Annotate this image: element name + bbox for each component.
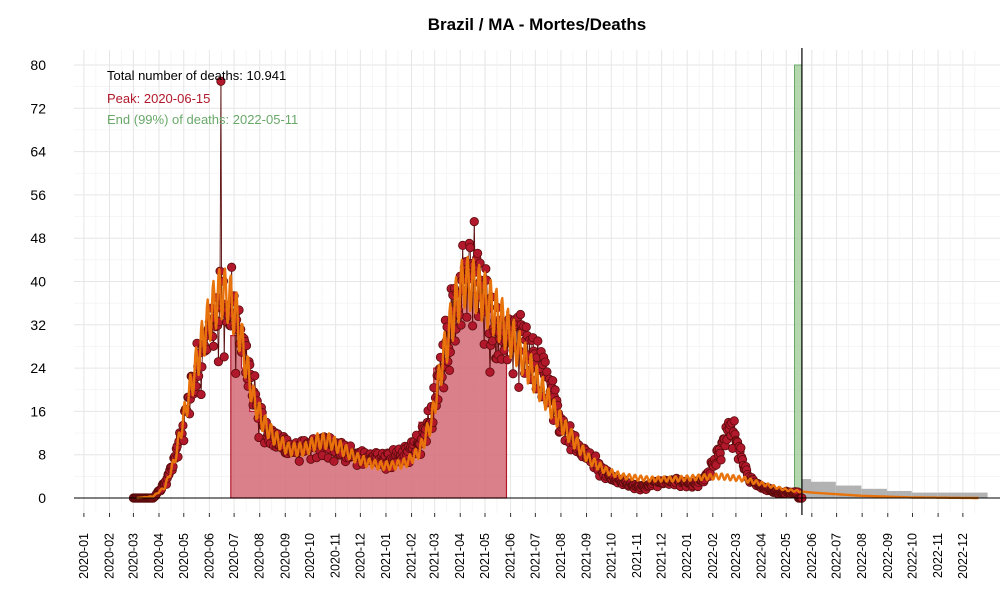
x-tick-label: 2021-03 — [428, 533, 442, 579]
y-tick-label: 56 — [30, 187, 46, 203]
observed-point — [736, 443, 746, 453]
x-tick-label: 2020-02 — [102, 533, 116, 579]
x-tick-label: 2022-02 — [706, 533, 720, 579]
observed-point — [550, 385, 560, 395]
x-tick-label: 2021-06 — [504, 533, 518, 579]
x-tick-label: 2021-01 — [379, 533, 393, 579]
observed-point — [219, 352, 229, 362]
observed-point — [514, 382, 524, 392]
x-tick-label: 2020-11 — [329, 533, 343, 578]
x-tick-label: 2020-04 — [152, 533, 166, 579]
observed-point — [250, 371, 260, 381]
x-tick-label: 2021-12 — [655, 533, 669, 579]
y-tick-label: 40 — [30, 274, 46, 290]
observed-point — [208, 341, 219, 351]
y-tick-label: 8 — [38, 447, 46, 463]
y-tick-label: 80 — [30, 57, 46, 73]
y-tick-label: 32 — [30, 317, 46, 333]
y-tick-label: 64 — [30, 144, 46, 160]
forecast-bar — [801, 479, 812, 498]
total-deaths-annotation: Total number of deaths: 10.941 — [107, 68, 286, 83]
observed-line-segment — [518, 350, 521, 388]
end-band-rect — [793, 64, 803, 499]
x-tick-label: 2021-07 — [528, 533, 542, 579]
observed-point — [444, 365, 455, 375]
observed-point — [548, 376, 558, 386]
end-annotation: End (99%) of deaths: 2022-05-11 — [107, 112, 298, 127]
x-tick-label: 2022-07 — [830, 533, 844, 579]
observed-point — [485, 367, 495, 377]
x-tick-label: 2021-05 — [478, 533, 492, 579]
observed-point — [729, 416, 739, 426]
peak-annotation: Peak: 2020-06-15 — [107, 91, 210, 106]
y-tick-label: 72 — [30, 100, 46, 116]
x-tick-label: 2022-10 — [906, 533, 920, 579]
observed-point — [465, 242, 475, 253]
observed-point — [533, 336, 543, 346]
observed-point — [231, 368, 241, 378]
forecast-bar — [937, 492, 988, 498]
y-tick-label: 16 — [30, 403, 46, 419]
observed-point — [521, 322, 531, 332]
x-tick-label: 2021-08 — [554, 533, 568, 579]
x-axis-ticks: 2020-01 2020-02 2020-03 2020-04 2020-05 2020-… — [77, 513, 970, 579]
x-tick-label: 2022-11 — [931, 533, 945, 578]
observed-point — [716, 455, 726, 465]
forecast-bar — [886, 490, 912, 498]
smoothed-trend — [136, 255, 979, 500]
x-tick-label: 2022-12 — [956, 533, 970, 579]
forecast-bar — [861, 488, 887, 498]
forecast-bar — [911, 492, 938, 498]
x-tick-label: 2020-01 — [77, 533, 91, 579]
x-tick-label: 2022-06 — [805, 533, 819, 579]
observed-line-segment — [466, 279, 469, 318]
chart-title: Brazil / MA - Mortes/Deaths — [428, 15, 647, 34]
y-tick-label: 24 — [30, 360, 46, 376]
x-tick-label: 2021-09 — [580, 533, 594, 579]
x-tick-label: 2022-03 — [729, 533, 743, 579]
y-tick-label: 0 — [38, 490, 46, 506]
observed-point — [462, 312, 472, 322]
x-tick-label: 2020-08 — [253, 533, 267, 579]
observed-point — [468, 321, 478, 331]
observed-point — [216, 76, 226, 86]
x-tick-label: 2022-09 — [881, 533, 895, 579]
x-tick-label: 2020-05 — [177, 533, 191, 579]
smoothed-trend-line — [136, 255, 979, 500]
x-tick-label: 2020-06 — [202, 533, 216, 579]
end-band — [793, 64, 803, 499]
axes — [74, 48, 1000, 515]
x-tick-label: 2021-10 — [604, 533, 618, 579]
observed-point — [469, 216, 479, 227]
observed-point — [227, 262, 237, 272]
observed-point — [487, 336, 498, 346]
x-tick-label: 2021-04 — [453, 533, 467, 579]
y-axis-ticks: 0 8 16 24 32 40 48 56 64 72 80 — [30, 57, 46, 506]
forecast-bar — [811, 481, 836, 498]
x-tick-label: 2020-03 — [126, 533, 140, 579]
x-tick-label: 2020-07 — [227, 533, 241, 579]
x-tick-label: 2020-12 — [353, 533, 367, 579]
x-tick-label: 2020-10 — [303, 533, 317, 579]
x-tick-label: 2021-11 — [630, 533, 644, 578]
observed-point — [196, 389, 206, 400]
observed-point — [472, 248, 483, 258]
observed-point — [515, 309, 526, 320]
x-tick-label: 2020-09 — [278, 533, 292, 579]
x-tick-label: 2022-01 — [680, 533, 694, 579]
x-tick-label: 2022-05 — [779, 533, 793, 579]
x-tick-label: 2021-02 — [405, 533, 419, 579]
observed-point — [294, 456, 304, 466]
y-tick-label: 48 — [30, 230, 46, 246]
observed-point — [540, 357, 550, 367]
x-tick-label: 2022-04 — [754, 533, 768, 579]
x-tick-label: 2022-08 — [855, 533, 869, 579]
observed-point — [508, 369, 518, 379]
observed-point — [329, 456, 339, 466]
